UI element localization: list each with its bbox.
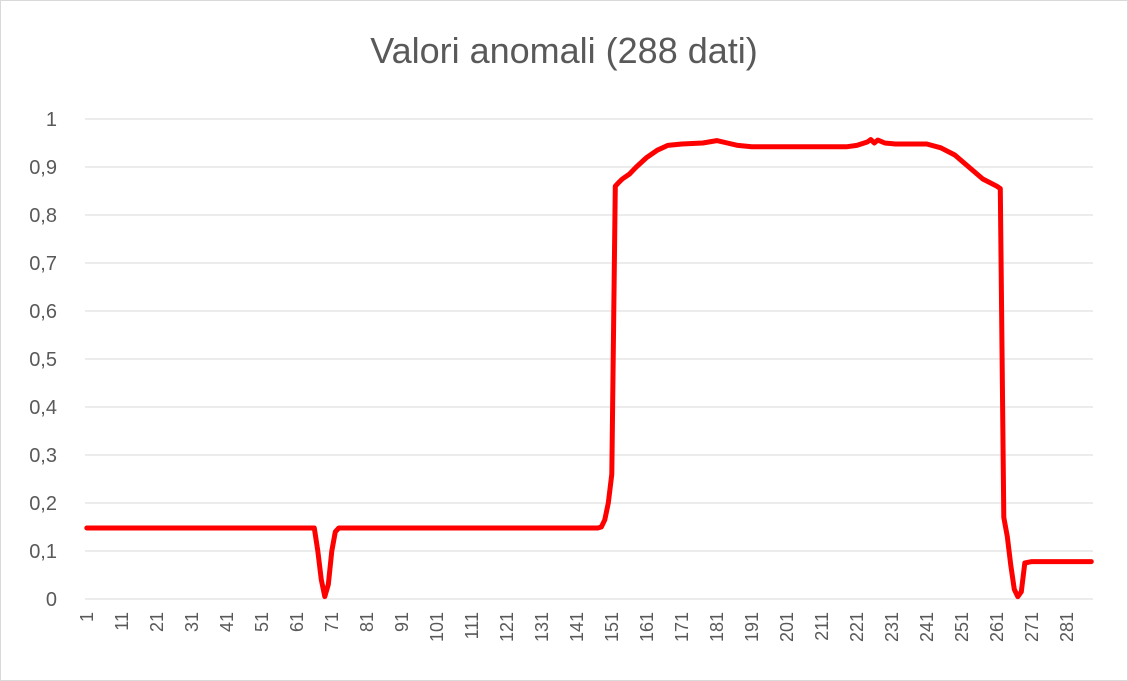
series-line (84, 137, 1094, 600)
y-tick-label: 0,3 (29, 445, 57, 467)
y-tick-label: 0,8 (29, 205, 57, 227)
x-tick-label: 261 (987, 612, 1007, 642)
y-tick-label: 0,7 (29, 253, 57, 275)
y-tick-label: 0 (46, 589, 57, 611)
x-tick-label: 51 (252, 612, 272, 632)
y-tick-label: 0,5 (29, 349, 57, 371)
y-axis-ticks: 0 0,1 0,2 0,3 0,4 0,5 0,6 0,7 0,8 0,9 1 (29, 109, 57, 611)
y-tick-label: 0,1 (29, 541, 57, 563)
x-axis-ticks: 1 11 21 31 41 51 61 71 81 91 101 111 121 131 141 151 161… (77, 612, 1077, 642)
y-tick-label: 1 (46, 109, 57, 131)
y-tick-label: 0,2 (29, 493, 57, 515)
x-tick-label: 201 (777, 612, 797, 642)
x-tick-label: 1 (77, 612, 97, 622)
gridlines (85, 118, 1093, 552)
x-tick-label: 91 (392, 612, 412, 632)
x-tick-label: 161 (637, 612, 657, 642)
y-tick-label: 0,4 (29, 397, 57, 419)
x-tick-label: 211 (812, 612, 832, 641)
series-layer (84, 137, 1094, 600)
x-tick-label: 71 (322, 612, 342, 632)
x-tick-label: 61 (287, 612, 307, 632)
x-tick-label: 21 (147, 612, 167, 632)
x-tick-label: 181 (707, 612, 727, 642)
x-tick-label: 81 (357, 612, 377, 632)
x-tick-label: 141 (567, 612, 587, 642)
x-tick-label: 241 (917, 612, 937, 642)
x-tick-label: 191 (742, 612, 762, 642)
x-tick-label: 11 (112, 612, 132, 631)
x-tick-label: 281 (1057, 612, 1077, 642)
x-tick-label: 31 (182, 612, 202, 632)
x-tick-label: 121 (497, 612, 517, 642)
x-tick-label: 41 (217, 612, 237, 632)
x-tick-label: 131 (532, 612, 552, 642)
x-tick-label: 221 (847, 612, 867, 642)
x-tick-label: 171 (672, 612, 692, 642)
x-tick-label: 251 (952, 612, 972, 642)
y-tick-label: 0,9 (29, 157, 57, 179)
x-tick-label: 151 (602, 612, 622, 642)
x-tick-label: 271 (1022, 612, 1042, 642)
x-tick-label: 111 (462, 612, 482, 639)
x-tick-label: 101 (427, 612, 447, 642)
y-tick-label: 0,6 (29, 301, 57, 323)
x-tick-label: 231 (882, 612, 902, 642)
chart-title: Valori anomali (288 dati) (370, 30, 758, 71)
